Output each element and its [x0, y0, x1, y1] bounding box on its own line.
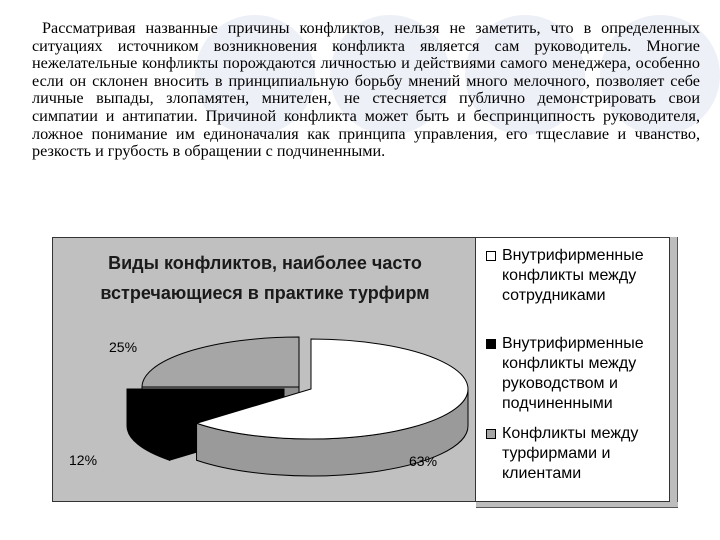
- legend-swatch: [486, 429, 496, 439]
- legend-label: Конфликты между турфирмами и клиентами: [502, 425, 639, 482]
- pie-chart: 63% 12% 25%: [69, 336, 469, 477]
- frame-edge: [670, 237, 678, 502]
- slice-label: 63%: [409, 453, 437, 469]
- background-decoration: [330, 15, 450, 135]
- legend-item: Внутрифирменные конфликты между руководс…: [486, 334, 668, 414]
- pie-slice: [194, 338, 469, 440]
- chart-title: Виды конфликтов, наиболее часто встречаю…: [100, 253, 430, 303]
- background-decoration: [465, 15, 585, 135]
- background-decoration: [195, 15, 315, 135]
- legend-swatch: [486, 251, 496, 261]
- background-decoration: [600, 15, 720, 135]
- slice-label: 12%: [69, 452, 97, 468]
- body-paragraph: Рассматривая названные причины конфликто…: [32, 19, 700, 161]
- frame-edge: [476, 502, 678, 508]
- legend-swatch: [486, 339, 496, 349]
- legend-item: Конфликты между турфирмами и клиентами: [486, 424, 668, 484]
- pie-slice: [126, 388, 285, 424]
- legend-label: Внутрифирменные конфликты между сотрудни…: [502, 247, 644, 304]
- legend-label: Внутрифирменные конфликты между руководс…: [502, 335, 644, 412]
- chart-area: Виды конфликтов, наиболее часто встречаю…: [52, 237, 476, 502]
- legend: Внутрифирменные конфликты между сотрудни…: [476, 237, 670, 502]
- legend-item: Внутрифирменные конфликты между сотрудни…: [486, 246, 668, 306]
- pie-slice: [141, 336, 300, 388]
- slice-label: 25%: [109, 339, 137, 355]
